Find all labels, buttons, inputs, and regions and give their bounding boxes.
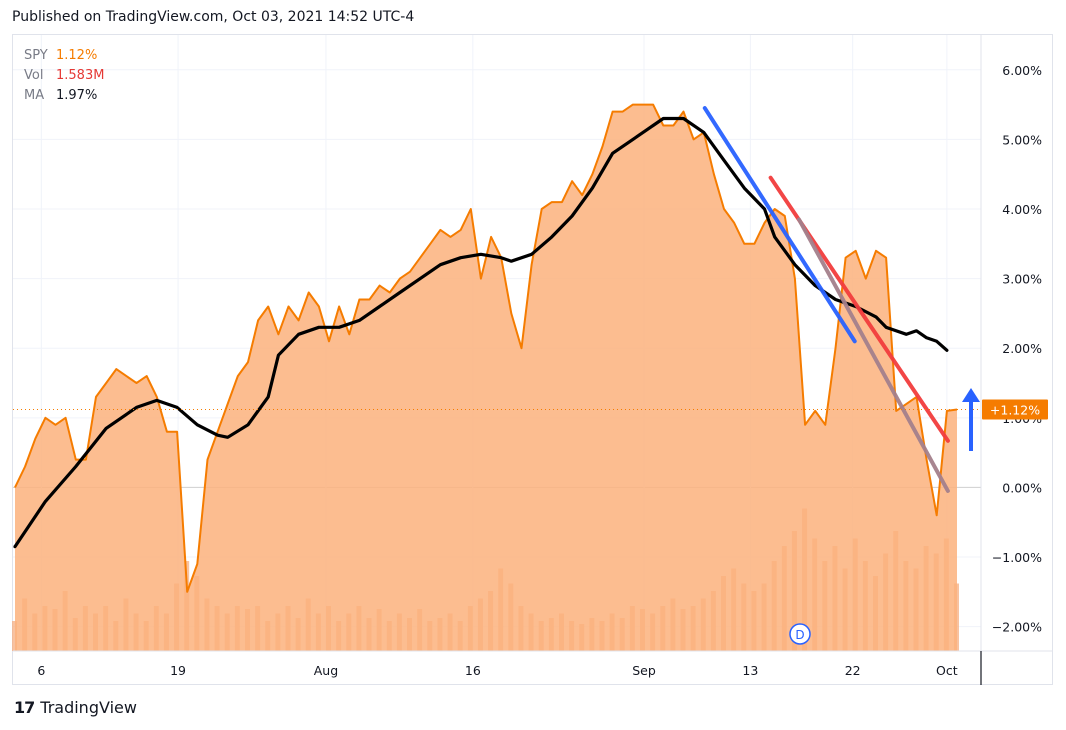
trendlines bbox=[702, 106, 950, 493]
legend-spy[interactable]: SPY 1.12% bbox=[24, 46, 104, 66]
annotations: +1.12% D bbox=[13, 388, 1048, 645]
y-tick-label: −1.00% bbox=[992, 550, 1042, 565]
x-tick-label: 6 bbox=[37, 663, 45, 678]
x-tick-label: 19 bbox=[170, 663, 186, 678]
legend-spy-name: SPY bbox=[24, 48, 48, 63]
legend-vol[interactable]: Vol 1.583M bbox=[24, 66, 104, 86]
volume-bar bbox=[12, 621, 17, 651]
x-tick-label: Sep bbox=[632, 663, 656, 678]
trendline-mauve bbox=[796, 217, 950, 493]
x-tick-label: 13 bbox=[742, 663, 758, 678]
legend-vol-name: Vol bbox=[24, 68, 44, 83]
legend: SPY 1.12% Vol 1.583M MA 1.97% bbox=[24, 46, 104, 106]
legend-spy-value: 1.12% bbox=[56, 48, 98, 63]
spy-area bbox=[14, 103, 958, 652]
price-badge-label: +1.12% bbox=[990, 402, 1040, 417]
dividend-marker-label: D bbox=[795, 628, 804, 642]
brand-name: TradingView bbox=[40, 698, 137, 717]
x-tick-label: 16 bbox=[465, 663, 481, 678]
x-tick-label: 22 bbox=[845, 663, 861, 678]
y-tick-label: 0.00% bbox=[1002, 480, 1042, 495]
published-caption: Published on TradingView.com, Oct 03, 20… bbox=[12, 9, 415, 25]
price-badge bbox=[982, 399, 1048, 420]
ma-line-group bbox=[13, 116, 949, 549]
y-tick-label: 2.00% bbox=[1002, 341, 1042, 356]
chart-frame bbox=[12, 34, 1053, 685]
y-tick-label: 4.00% bbox=[1002, 202, 1042, 217]
ma-line bbox=[13, 116, 949, 549]
legend-ma-name: MA bbox=[24, 88, 45, 103]
tradingview-logo-icon: 17 bbox=[14, 698, 35, 717]
trendline-blue bbox=[702, 106, 857, 344]
y-tick-label: 5.00% bbox=[1002, 132, 1042, 147]
dividend-marker-icon bbox=[789, 623, 811, 645]
footer-brand[interactable]: 17 TradingView bbox=[14, 698, 137, 717]
x-tick-label: Oct bbox=[936, 663, 958, 678]
y-tick-label: −2.00% bbox=[992, 620, 1042, 635]
y-tick-label: 3.00% bbox=[1002, 272, 1042, 287]
axes: −2.00%−1.00%0.00%1.00%2.00%3.00%4.00%5.0… bbox=[13, 35, 1053, 685]
legend-ma[interactable]: MA 1.97% bbox=[24, 86, 104, 106]
legend-vol-value: 1.583M bbox=[56, 68, 105, 83]
legend-ma-value: 1.97% bbox=[56, 88, 98, 103]
y-tick-label: 6.00% bbox=[1002, 63, 1042, 78]
spy-line bbox=[14, 103, 958, 593]
x-tick-label: Aug bbox=[314, 663, 338, 678]
up-arrow-head-icon bbox=[962, 388, 980, 402]
spy-area-fill bbox=[15, 104, 957, 652]
